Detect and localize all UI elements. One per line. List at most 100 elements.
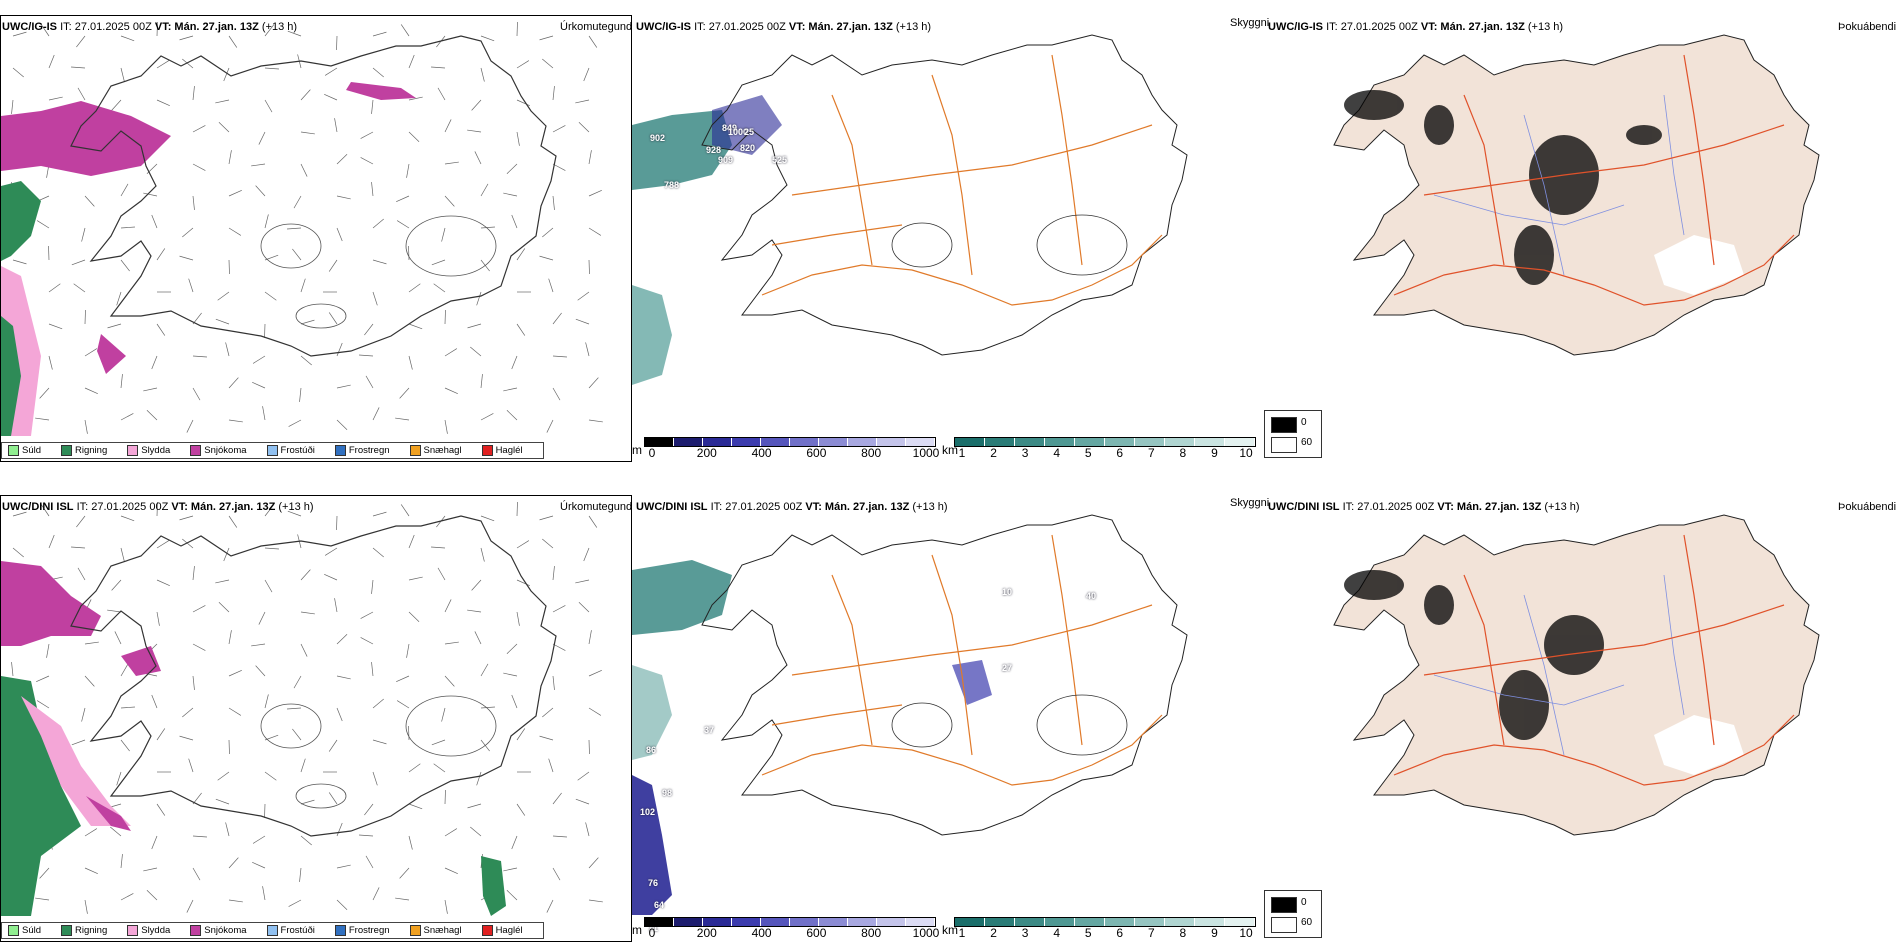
wind-barb [252, 355, 266, 364]
wind-barb [583, 547, 590, 562]
station-value: 909 [718, 155, 734, 165]
colorbar-cell [1015, 438, 1045, 446]
station-value: 40 [1086, 591, 1097, 601]
wind-barb [84, 899, 88, 914]
wind-barb [182, 707, 194, 718]
legend-item: Slydda [127, 925, 170, 936]
colorbar-tick: 1 [958, 446, 966, 460]
legend-item: Snæhagl [409, 445, 462, 456]
wind-barb [300, 131, 315, 135]
colorbar-cell [732, 918, 761, 926]
wind-barb [431, 66, 446, 69]
station-value: 525 [772, 155, 788, 165]
wind-barbs [1, 501, 603, 914]
colorbar-tick: 800 [861, 926, 882, 940]
wind-barb [334, 598, 338, 613]
wind-barb [255, 665, 266, 677]
wind-barb [48, 534, 55, 549]
wind-barb [84, 419, 88, 434]
wind-barb [408, 534, 415, 549]
colorbar-cell [906, 438, 935, 446]
wind-barb [188, 278, 194, 293]
legend-item: Haglél [481, 925, 523, 936]
colorbar-cell [1225, 438, 1255, 446]
colorbar-cell [1165, 918, 1195, 926]
wind-barb [372, 771, 378, 786]
colorbar-tick: 600 [806, 446, 827, 460]
wind-barb [186, 419, 194, 433]
wind-barb [372, 31, 387, 37]
wind-barb [516, 60, 530, 69]
wind-barb [476, 771, 482, 786]
wind-barb [258, 611, 266, 625]
legend-swatch [8, 925, 19, 936]
colorbar-cell [877, 438, 906, 446]
station-value: 1000 [728, 127, 749, 137]
wind-barb [365, 855, 374, 869]
legend-label: Rigning [75, 925, 108, 936]
wind-barb [585, 342, 590, 357]
wind-barb [372, 67, 384, 78]
wind-barb [577, 291, 590, 301]
wind-barb [143, 192, 158, 197]
snow-area [97, 334, 126, 374]
wind-barb [552, 86, 555, 101]
wind-barb [223, 547, 230, 562]
wind-barb [156, 579, 170, 587]
wind-barb [408, 54, 415, 69]
panel-title: Úrkomutegund [560, 21, 633, 33]
panel-header: UWC/IG-IS IT: 27.01.2025 00Z VT: Mán. 27… [2, 21, 298, 33]
wind-barb [156, 323, 166, 336]
wind-barb [151, 355, 158, 370]
colorbar-tick: 7 [1147, 926, 1155, 940]
wind-barb [179, 515, 194, 521]
colorbar-cell [848, 438, 877, 446]
wind-barb [300, 611, 315, 615]
wind-barb [111, 99, 122, 111]
wind-barb [400, 504, 410, 517]
wind-barb [116, 771, 122, 786]
wind-barb [228, 669, 242, 677]
colorbar-tick: 8 [1179, 446, 1187, 460]
wind-barb [444, 161, 459, 165]
wind-barb [467, 129, 482, 133]
panel-title: Þokuábendi [1838, 501, 1897, 513]
legend-item: Súld [8, 445, 41, 456]
wind-barb [408, 611, 420, 622]
colorbar-tick: 3 [1021, 926, 1029, 940]
colorbar-cell [819, 438, 848, 446]
wind-barb [471, 99, 482, 111]
wind-barb [287, 707, 302, 710]
wind-barb [542, 707, 554, 718]
wind-barb [546, 899, 554, 913]
wind-barb [396, 220, 410, 229]
wind-barb [444, 899, 448, 914]
wind-barb [35, 417, 50, 421]
colorbar-cell [674, 918, 703, 926]
wind-barb [575, 318, 590, 325]
wind-barb [264, 579, 273, 593]
fog-shading [1344, 570, 1604, 740]
wind-barb [156, 248, 166, 261]
colorbar-cell [674, 438, 703, 446]
wind-barb [287, 227, 302, 230]
panel-title: Skyggni [1230, 17, 1270, 29]
wind-barb [516, 579, 530, 587]
colorbar-cell [1195, 918, 1225, 926]
ceiling-map [632, 34, 1188, 385]
colorbar-cell [985, 918, 1015, 926]
wind-barb [192, 867, 201, 881]
wind-barb [264, 504, 274, 517]
vis-area [632, 665, 672, 760]
wind-barb [120, 374, 123, 389]
wind-barb [215, 579, 230, 584]
colorbar-cell [1135, 918, 1165, 926]
legend-swatch [266, 445, 278, 456]
fog-value: 60 [1301, 917, 1313, 928]
fog-swatch [1271, 417, 1297, 433]
wind-barb [156, 728, 166, 741]
wind-barb [288, 899, 302, 907]
colorbar-tick: 4 [1053, 446, 1060, 460]
station-value: 98 [662, 788, 673, 798]
wind-barb [292, 728, 302, 741]
